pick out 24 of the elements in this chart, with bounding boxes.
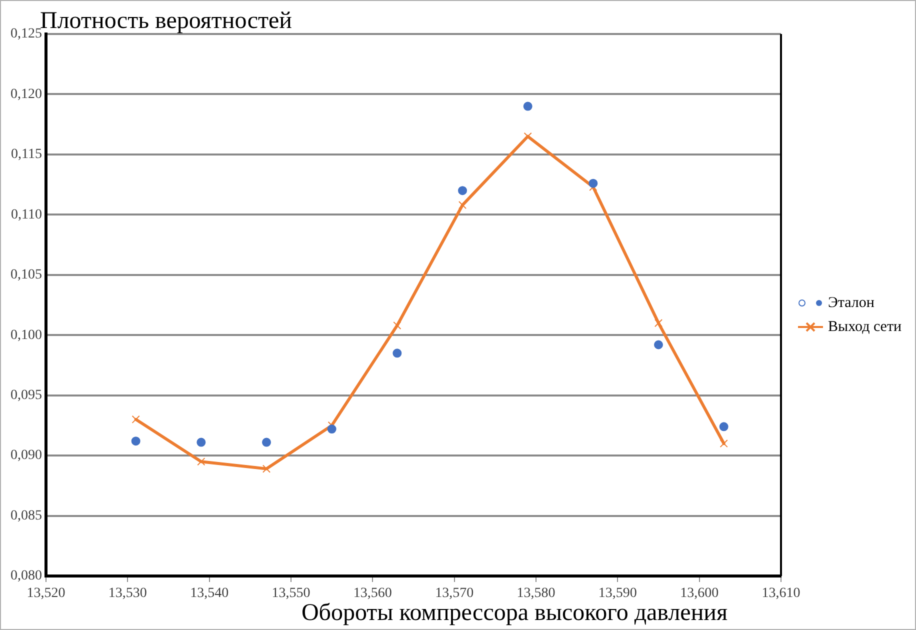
- y-tick-label: 0,125: [10, 26, 42, 42]
- y-tick-label: 0,095: [10, 388, 42, 404]
- y-tick-label: 0,120: [10, 86, 42, 102]
- x-tick-label: 13,550: [272, 586, 310, 602]
- y-tick-label: 0,110: [11, 207, 42, 222]
- x-tick-label: 13,610: [762, 586, 800, 602]
- y-tick-label: 0,115: [11, 147, 42, 162]
- legend-label: Эталон: [828, 294, 874, 311]
- x-tick-label: 13,530: [108, 586, 147, 602]
- legend-label: Выход сети: [828, 318, 902, 335]
- x-tick-label: 13,520: [26, 586, 66, 602]
- x-tick-label: 13,600: [680, 586, 719, 602]
- y-tick-label: 0,105: [10, 268, 42, 283]
- y-tick-label: 0,100: [10, 328, 42, 343]
- y-tick-label: 0,080: [10, 568, 42, 584]
- y-tick-label: 0,090: [10, 448, 42, 464]
- x-tick-label: 13,570: [435, 586, 474, 602]
- x-tick-label: 13,540: [190, 586, 229, 602]
- y-axis-title: Плотность вероятностей: [40, 8, 292, 34]
- x-axis-title: Обороты компрессора высокого давления: [301, 600, 728, 626]
- x-tick-label: 13,580: [516, 586, 556, 602]
- x-tick-label: 13,560: [353, 586, 392, 602]
- x-tick-label: 13,590: [598, 586, 637, 602]
- y-tick-label: 0,085: [10, 508, 42, 524]
